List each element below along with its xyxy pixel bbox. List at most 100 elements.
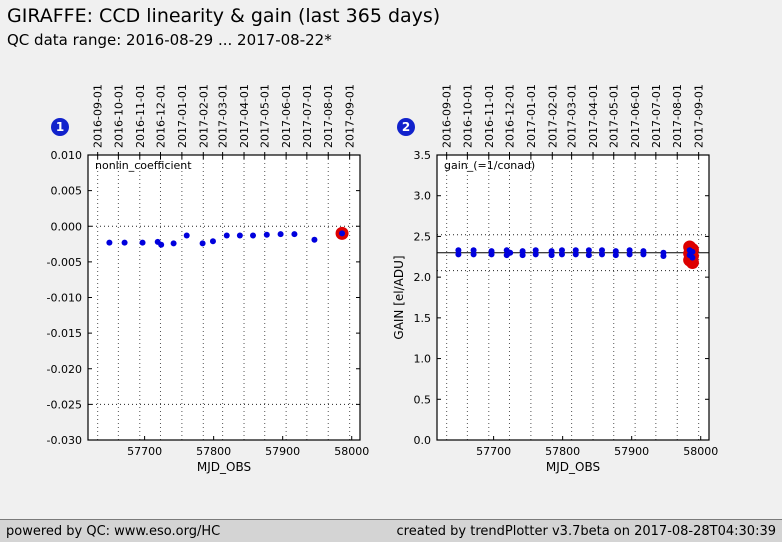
y-tick-label: 3.5 <box>414 149 432 162</box>
y-tick-label: -0.030 <box>47 434 82 447</box>
top-date-label: 2017-02-01 <box>197 84 210 148</box>
series-label: gain_(=1/conad) <box>444 159 535 172</box>
top-date-label: 2016-11-01 <box>134 84 147 148</box>
top-date-label: 2017-08-01 <box>322 84 335 148</box>
top-date-label: 2016-09-01 <box>92 84 105 148</box>
y-tick-label: 2.0 <box>414 271 432 284</box>
x-tick-label: 57900 <box>614 445 649 458</box>
top-date-label: 2017-07-01 <box>301 84 314 148</box>
data-point <box>263 231 270 238</box>
data-point <box>572 251 579 258</box>
data-point <box>660 252 667 259</box>
y-tick-label: 2.5 <box>414 230 432 243</box>
y-tick-label: 1.0 <box>414 353 432 366</box>
nonlin-coefficient-chart: 2016-09-01 2016-10-01 2016-11-01 2016-12-01… <box>47 84 370 474</box>
top-date-label: 2016-10-01 <box>461 84 474 148</box>
y-tick-label: 0.0 <box>414 434 432 447</box>
data-point <box>209 238 216 245</box>
highlight-point <box>685 255 699 269</box>
data-point <box>507 249 514 256</box>
y-tick-label: -0.020 <box>47 363 82 376</box>
x-tick-label: 58000 <box>334 445 369 458</box>
y-axis-label: GAIN [el/ADU] <box>392 255 406 339</box>
data-point <box>548 252 555 259</box>
top-date-label: 2016-12-01 <box>503 84 516 148</box>
x-tick-label: 57900 <box>265 445 300 458</box>
plot-border <box>87 154 361 441</box>
top-date-label: 2017-06-01 <box>629 84 642 148</box>
data-point <box>519 252 526 259</box>
y-tick-label: -0.015 <box>47 327 82 340</box>
data-point <box>121 239 128 246</box>
top-date-label: 2017-07-01 <box>650 84 663 148</box>
data-point <box>106 239 113 246</box>
top-date-label: 2017-04-01 <box>238 84 251 148</box>
data-point <box>640 251 647 258</box>
top-date-label: 2017-08-01 <box>671 84 684 148</box>
top-date-label: 2017-05-01 <box>608 84 621 148</box>
data-point <box>626 251 633 258</box>
top-date-label: 2016-09-01 <box>441 84 454 148</box>
y-tick-label: -0.025 <box>47 398 82 411</box>
data-point <box>339 230 346 237</box>
top-date-label: 2017-09-01 <box>693 84 706 148</box>
top-date-label: 2017-04-01 <box>587 84 600 148</box>
data-point <box>455 251 462 258</box>
data-point <box>139 239 146 246</box>
data-point <box>223 232 230 239</box>
data-point <box>532 251 539 258</box>
x-tick-label: 57700 <box>127 445 162 458</box>
top-date-label: 2017-03-01 <box>217 84 230 148</box>
data-point <box>249 232 256 239</box>
data-point <box>612 252 619 259</box>
data-point <box>291 231 298 238</box>
y-tick-label: 0.5 <box>414 393 432 406</box>
x-tick-label: 57700 <box>476 445 511 458</box>
data-point <box>158 241 165 248</box>
plot-area <box>88 155 360 440</box>
gain-chart: 2016-09-01 2016-10-01 2016-11-01 2016-12-01… <box>392 84 718 474</box>
x-tick-label: 57800 <box>196 445 231 458</box>
data-point <box>558 251 565 258</box>
top-date-label: 2017-03-01 <box>566 84 579 148</box>
footer-powered-by: powered by QC: www.eso.org/HC <box>6 523 221 539</box>
data-point <box>585 252 592 259</box>
y-tick-label: -0.005 <box>47 256 82 269</box>
data-point <box>277 231 284 238</box>
x-tick-label: 58000 <box>683 445 718 458</box>
data-point <box>199 240 206 247</box>
data-point <box>470 251 477 258</box>
top-date-label: 2016-10-01 <box>112 84 125 148</box>
data-point <box>236 232 243 239</box>
plot-border <box>436 154 710 441</box>
top-date-label: 2017-02-01 <box>546 84 559 148</box>
page-title: GIRAFFE: CCD linearity & gain (last 365 … <box>7 5 441 27</box>
y-tick-label: 3.0 <box>414 190 432 203</box>
chart1-index-badge: 1 <box>51 118 69 136</box>
x-tick-label: 57800 <box>545 445 580 458</box>
footer-bar: powered by QC: www.eso.org/HC created by… <box>0 519 782 542</box>
data-point <box>183 232 190 239</box>
chart2-index-badge: 2 <box>397 118 415 136</box>
data-point <box>585 247 592 254</box>
top-date-label: 2017-05-01 <box>259 84 272 148</box>
data-point <box>311 236 318 243</box>
top-date-label: 2017-01-01 <box>176 84 189 148</box>
y-tick-label: 0.010 <box>51 149 83 162</box>
footer-created-by: created by trendPlotter v3.7beta on 2017… <box>396 523 776 539</box>
top-date-label: 2017-09-01 <box>344 84 357 148</box>
x-axis-label: MJD_OBS <box>197 460 251 474</box>
data-point <box>689 248 696 255</box>
data-point <box>488 251 495 258</box>
top-date-label: 2017-06-01 <box>280 84 293 148</box>
data-point <box>689 254 696 261</box>
y-tick-label: -0.010 <box>47 292 82 305</box>
top-date-label: 2016-12-01 <box>154 84 167 148</box>
data-point <box>598 251 605 258</box>
y-tick-label: 0.005 <box>51 185 83 198</box>
x-axis-label: MJD_OBS <box>546 460 600 474</box>
y-tick-label: 0.000 <box>51 220 83 233</box>
series-label: nonlin_coefficient <box>95 159 192 172</box>
qc-data-range: QC data range: 2016-08-29 ... 2017-08-22… <box>7 31 332 49</box>
